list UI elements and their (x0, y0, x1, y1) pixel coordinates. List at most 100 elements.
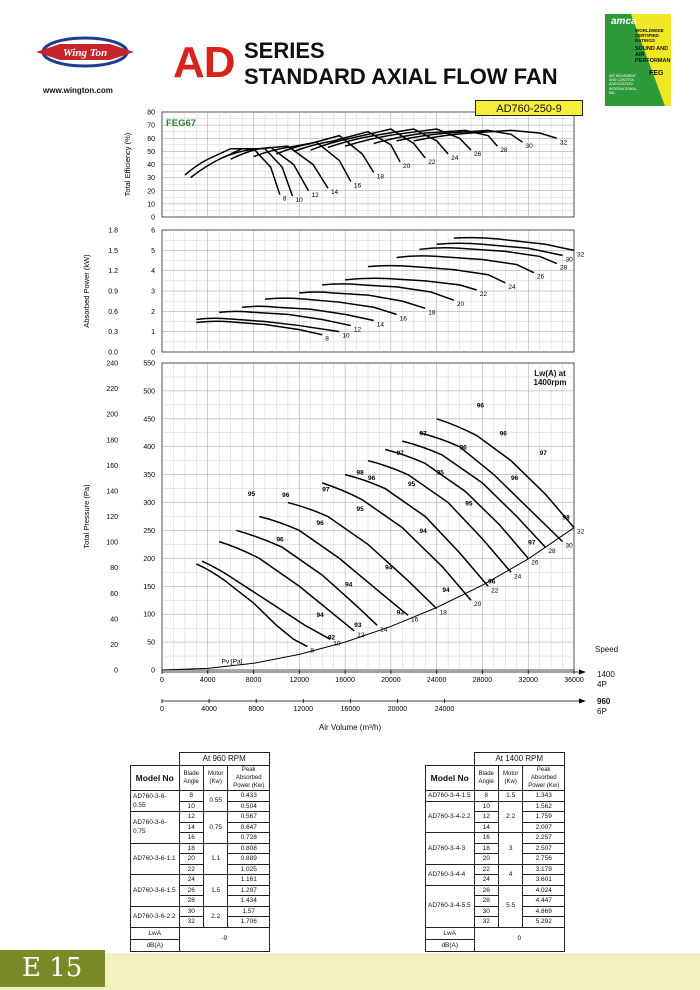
efficiency-label: 96 (500, 431, 508, 438)
table-row: AD760-3-6-0.75 12 0.75 0.567 (130, 811, 270, 844)
series-line-blade-26 (384, 448, 529, 559)
series-line-blade-32 (413, 129, 558, 142)
series-line-blade-18 (287, 501, 438, 610)
table-caption: At 1400 RPM (473, 752, 565, 766)
series-line-blade-8 (196, 563, 308, 648)
peak-cell: 3.601 (522, 874, 565, 886)
series-label-blade-32: 32 (577, 529, 585, 536)
table-caption: At 960 RPM (178, 752, 270, 766)
series-line-blade-32 (453, 236, 575, 252)
series-label-blade-8: 8 (283, 196, 287, 203)
system-curve-label: Pv [Pa] (222, 659, 243, 666)
footer-band (0, 953, 700, 990)
y-tick-label-secondary: 3 (151, 289, 155, 296)
series-label-blade-10: 10 (295, 197, 303, 204)
series-line-blade-22 (344, 473, 489, 587)
model-cell: AD760-3-6-2.2 (130, 905, 180, 928)
y-tick-label-secondary: 2 (151, 309, 155, 316)
y-tick-label: 10 (147, 201, 155, 208)
series-label-blade-14: 14 (331, 189, 339, 196)
peak-cell: 0.567 (227, 811, 270, 823)
peak-cell: 0.433 (227, 790, 270, 802)
y-tick-label: 1.8 (108, 228, 118, 235)
y-tick-label-secondary: 450 (143, 416, 155, 423)
series-line-blade-24 (367, 264, 506, 284)
col-motor: Motor (Kw) (202, 765, 229, 791)
brand-logo-text: Wing Ton (63, 47, 107, 59)
blade-cell: 12 (473, 811, 499, 823)
y-tick-label-secondary: 4 (151, 268, 155, 275)
series-line-blade-18 (276, 134, 375, 173)
efficiency-label: 96 (460, 445, 468, 452)
y-tick-label: 180 (106, 437, 118, 444)
series-line-blade-12 (219, 310, 351, 327)
series-code: AD (173, 38, 236, 87)
series-line-blade-32 (436, 418, 575, 529)
spec-table-960: At 960 RPM Model No Blade Angle Motor (Kw) P… (130, 752, 270, 952)
y-tick-label: 120 (106, 514, 118, 521)
series-label-blade-22: 22 (428, 159, 436, 166)
motor-cell: 0.55 (202, 790, 229, 812)
series-line-blade-20 (322, 283, 455, 301)
y-tick-label: 0 (151, 215, 155, 222)
series-line-blade-30 (396, 129, 523, 143)
series-label-blade-24: 24 (508, 284, 516, 291)
series-line-blade-26 (344, 128, 472, 151)
table-row: AD760-3-4-4 22 4 3.179 (425, 863, 565, 886)
y-tick-label: 0.6 (108, 309, 118, 316)
blade-cell: 22 (178, 863, 204, 875)
speed-6p-label: 6P (597, 707, 607, 716)
speed-960-label: 960 (597, 697, 611, 706)
efficiency-label: 97 (322, 486, 330, 493)
x-axis-960-tick-label: 8000 (248, 706, 264, 713)
series-label-blade-26: 26 (537, 274, 545, 281)
table-row: AD760-3-6-1.1 18 1.1 0.808 (130, 842, 270, 875)
efficiency-label: 96 (317, 520, 325, 527)
y-tick-label: 0.9 (108, 289, 118, 296)
amca-badge: amca WORLDWIDE CERTIFIED RATINGS SOUND A… (605, 14, 671, 106)
efficiency-label: 96 (276, 537, 284, 544)
efficiency-label: 97 (420, 431, 428, 438)
series-label-blade-28: 28 (560, 265, 568, 272)
series-line-blade-10 (201, 560, 331, 640)
lwa-label: LwA (425, 926, 475, 940)
y-tick-label-secondary: 250 (143, 528, 155, 535)
series-line-blade-26 (396, 255, 535, 274)
model-cell: AD760-3-4-3 (425, 832, 475, 865)
blade-cell: 14 (473, 821, 499, 833)
efficiency-label: 92 (328, 634, 336, 641)
blade-cell: 14 (178, 821, 204, 833)
blade-cell: 20 (178, 853, 204, 865)
blade-cell: 10 (178, 800, 204, 812)
y-tick-label: 70 (147, 123, 155, 130)
page-label: E 15 (0, 950, 105, 987)
blade-cell: 30 (178, 905, 204, 917)
series-label-blade-18: 18 (377, 173, 385, 180)
table-row: AD760-3-6-1.5 24 1.5 1.161 (130, 874, 270, 907)
x-axis-1400-tick-label: 24000 (427, 677, 447, 684)
blade-cell: 18 (178, 842, 204, 854)
efficiency-label: 96 (511, 475, 519, 482)
y-tick-label: 50 (147, 149, 155, 156)
blade-cell: 12 (178, 811, 204, 823)
efficiency-curves (184, 128, 558, 197)
model-cell: AD760-3-6-0.75 (130, 811, 180, 844)
motor-cell: 2.2 (497, 800, 524, 833)
series-label-blade-12: 12 (357, 632, 365, 639)
series-label-blade-20: 20 (403, 163, 411, 170)
col-peak: Peak Absorbed Power (Kw) (227, 765, 270, 791)
x-axis-960-tick-label: 4000 (201, 706, 217, 713)
y-tick-label: 20 (110, 642, 118, 649)
x-axis-1400-tick-label: 0 (160, 677, 164, 684)
blade-cell: 30 (473, 905, 499, 917)
peak-cell: 4.024 (522, 884, 565, 896)
series-label-blade-16: 16 (411, 616, 419, 623)
blade-cell: 28 (178, 895, 204, 907)
efficiency-label: 96 (477, 403, 485, 410)
series-label-blade-20: 20 (474, 601, 482, 608)
series-line-blade-12 (218, 540, 355, 632)
blade-cell: 32 (178, 916, 204, 928)
efficiency-label: 97 (540, 450, 548, 457)
y-tick-label-secondary: 100 (143, 612, 155, 619)
y-tick-label-secondary: 0 (151, 350, 155, 357)
